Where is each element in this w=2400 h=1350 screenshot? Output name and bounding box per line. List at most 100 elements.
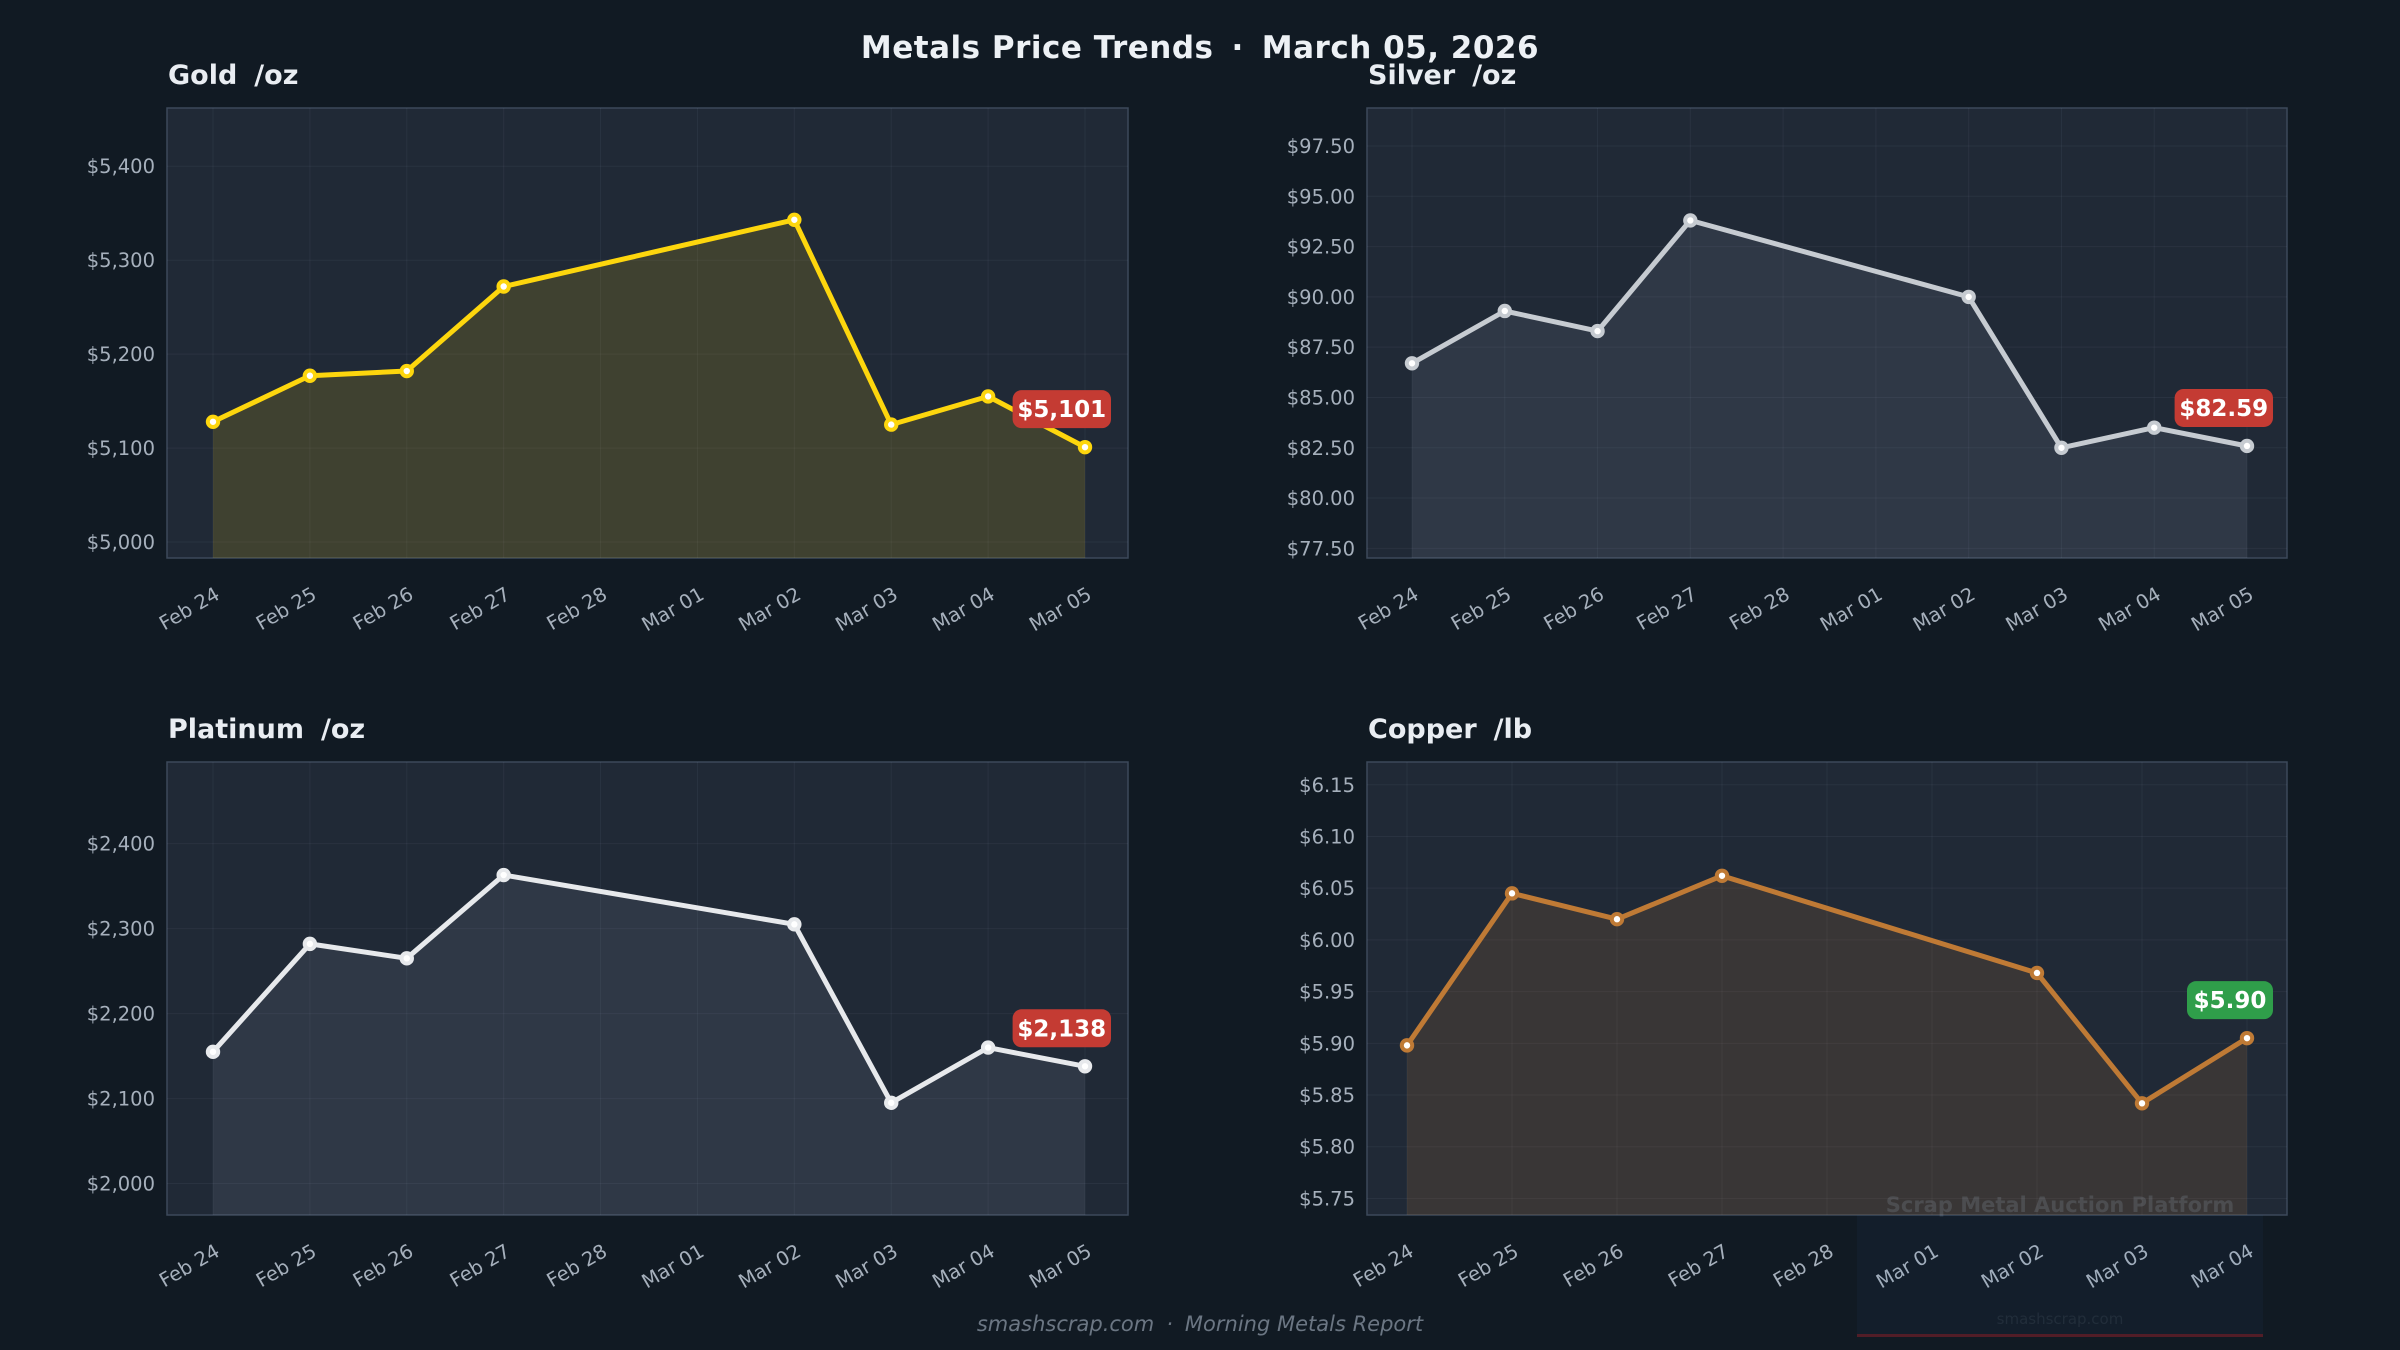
svg-text:$82.59: $82.59 [2179,396,2268,422]
svg-text:Mar 04: Mar 04 [928,582,998,636]
svg-text:Mar 01: Mar 01 [638,582,708,636]
svg-text:$95.00: $95.00 [1287,185,1355,208]
svg-text:Mar 04: Mar 04 [2094,582,2164,636]
gold-plot-area [166,107,1129,559]
platinum-price-line [210,872,1088,1106]
silver-title-text: Silver [1368,60,1456,91]
svg-text:Mar 05: Mar 05 [1025,582,1095,636]
silver-price-line [1409,217,2250,451]
page-title-text: Metals Price Trends [860,30,1214,66]
platinum-data-points [205,867,1093,1111]
svg-text:Mar 05: Mar 05 [1025,1239,1095,1293]
svg-text:$80.00: $80.00 [1287,487,1355,510]
svg-text:$90.00: $90.00 [1287,286,1355,309]
svg-text:$97.50: $97.50 [1287,135,1355,158]
svg-text:Feb 26: Feb 26 [1540,582,1608,635]
silver-gridlines [1367,108,2287,558]
svg-text:$5.85: $5.85 [1299,1084,1355,1107]
silver-last-price-badge: $82.59 [2174,388,2273,427]
svg-text:Feb 28: Feb 28 [543,582,611,635]
svg-text:$6.10: $6.10 [1299,825,1355,848]
copper-last-price-badge: $5.90 [2187,981,2273,1020]
platinum-chart-title: Platinum/oz [168,714,365,745]
watermark-platform-text: Scrap Metal Auction Platform [1885,1193,2235,1217]
svg-text:Feb 24: Feb 24 [155,1239,223,1292]
svg-text:Mar 01: Mar 01 [1816,582,1886,636]
platinum-gridlines [167,762,1128,1215]
copper-chart-title: Copper/lb [1368,714,1532,745]
svg-text:Mar 04: Mar 04 [928,1239,998,1293]
svg-text:$2,300: $2,300 [87,918,155,941]
platinum-title-unit: /oz [321,714,366,745]
silver-chart-title: Silver/oz [1368,60,1516,91]
platinum-last-price-badge: $2,138 [1012,1009,1111,1048]
silver-plot-area [1366,107,2288,559]
platinum-chart: $2,000 $2,100 $2,200 $2,300 $2,400 Feb 24 Feb … [87,761,1129,1293]
copper-title-text: Copper [1368,714,1477,745]
svg-text:$2,138: $2,138 [1017,1016,1106,1042]
svg-text:$5.90: $5.90 [1299,1032,1355,1055]
gold-x-axis-labels: Feb 24 Feb 25 Feb 26 Feb 27 Feb 28 Mar 01 Mar … [155,582,1095,636]
svg-text:$5.90: $5.90 [2194,988,2267,1014]
copper-title-unit: /lb [1493,714,1533,745]
svg-text:Feb 24: Feb 24 [155,582,223,635]
svg-text:Feb 28: Feb 28 [1725,582,1793,635]
svg-text:$2,200: $2,200 [87,1003,155,1026]
svg-text:$6.15: $6.15 [1299,774,1355,797]
silver-chart: $77.50 $80.00 $82.50 $85.00 $87.50 $90.00 $92.… [1287,107,2288,636]
svg-text:$87.50: $87.50 [1287,336,1355,359]
svg-text:$5.75: $5.75 [1299,1187,1355,1210]
svg-text:$77.50: $77.50 [1287,537,1355,560]
svg-text:$5.80: $5.80 [1299,1136,1355,1159]
svg-text:Mar 01: Mar 01 [638,1239,708,1293]
platinum-y-axis-labels: $2,000 $2,100 $2,200 $2,300 $2,400 [87,833,155,1196]
svg-text:Mar 03: Mar 03 [2002,582,2072,636]
copper-data-points [1399,868,2255,1111]
silver-x-axis-labels: Feb 24 Feb 25 Feb 26 Feb 27 Feb 28 Mar 01 Mar … [1354,582,2257,636]
copper-plot-area [1366,761,2288,1216]
svg-text:$2,400: $2,400 [87,833,155,856]
gold-area-fill [213,219,1085,559]
svg-text:$2,100: $2,100 [87,1088,155,1111]
svg-text:Feb 24: Feb 24 [1354,582,1422,635]
svg-text:$5,300: $5,300 [87,249,155,272]
svg-text:$6.05: $6.05 [1299,877,1355,900]
platinum-plot-area [166,761,1129,1216]
copper-gridlines [1367,762,2287,1215]
gold-gridlines [167,108,1128,558]
svg-text:Feb 28: Feb 28 [543,1239,611,1292]
watermark-site-text: smashscrap.com [1996,1310,2124,1328]
copper-area-fill [1407,875,2247,1215]
silver-data-points [1404,213,2255,455]
copper-chart: $5.75 $5.80 $5.85 $5.90 $5.95 $6.00 $6.05 $6.10… [1299,761,2288,1293]
svg-text:Mar 02: Mar 02 [1909,582,1979,636]
svg-text:$5.95: $5.95 [1299,981,1355,1004]
svg-text:Feb 27: Feb 27 [446,1239,514,1292]
svg-text:Feb 25: Feb 25 [1454,1239,1522,1292]
footer-separator: · [1166,1312,1173,1336]
svg-text:Mar 02: Mar 02 [735,1239,805,1293]
gold-data-points [205,212,1093,455]
svg-text:Mar 05: Mar 05 [2187,582,2257,636]
page-title: Metals Price Trends · March 05, 2026 [0,30,2400,66]
svg-text:$5,101: $5,101 [1017,397,1106,423]
svg-text:$82.50: $82.50 [1287,437,1355,460]
svg-text:$6.00: $6.00 [1299,929,1355,952]
gold-y-axis-labels: $5,000 $5,100 $5,200 $5,300 $5,400 [87,155,155,554]
svg-text:Feb 27: Feb 27 [1664,1239,1732,1292]
page-title-date: March 05, 2026 [1261,30,1540,66]
svg-text:$5,200: $5,200 [87,343,155,366]
gold-title-unit: /oz [254,60,299,91]
svg-text:Feb 25: Feb 25 [252,582,320,635]
report-footer: smashscrap.com · Morning Metals Report [0,1312,2400,1336]
gold-title-text: Gold [168,60,238,91]
title-separator: · [1231,30,1244,66]
gold-chart-title: Gold/oz [168,60,298,91]
svg-text:Feb 26: Feb 26 [349,1239,417,1292]
platinum-x-axis-labels: Feb 24 Feb 25 Feb 26 Feb 27 Feb 28 Mar 01 Mar … [155,1239,1095,1293]
footer-report-name: Morning Metals Report [1184,1312,1424,1336]
svg-text:$5,000: $5,000 [87,531,155,554]
svg-text:$2,000: $2,000 [87,1173,155,1196]
